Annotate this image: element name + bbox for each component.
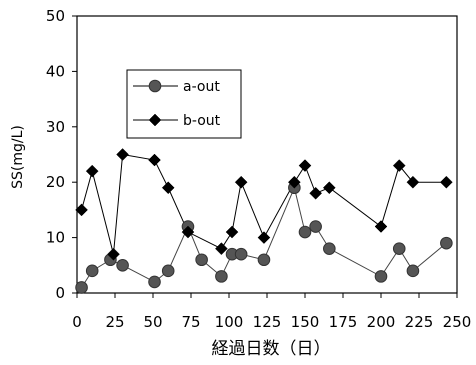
data-point-a-out <box>374 270 388 283</box>
data-point-b-out <box>406 175 420 189</box>
data-point-a-out <box>309 220 322 233</box>
y-axis-label: SS(mg/L) <box>10 125 26 189</box>
data-point-a-out <box>148 275 161 289</box>
data-point-b-out <box>215 242 228 256</box>
data-point-a-out <box>392 242 406 255</box>
y-tick-label: 30 <box>46 118 65 136</box>
data-point-a-out <box>116 259 129 272</box>
data-point-b-out <box>322 181 336 195</box>
data-point-a-out <box>323 242 336 255</box>
legend-label-a-out: a-out <box>183 79 220 95</box>
data-point-b-out <box>116 148 129 161</box>
x-tick-label: 25 <box>105 313 124 331</box>
legend-marker-a-out <box>148 79 162 93</box>
data-point-b-out <box>257 231 271 244</box>
x-tick-label: 50 <box>143 313 162 331</box>
data-point-a-out <box>298 225 312 239</box>
data-point-a-out <box>234 247 248 261</box>
y-tick-label: 0 <box>55 284 65 302</box>
x-tick-label: 175 <box>329 313 358 331</box>
data-point-a-out <box>257 253 271 267</box>
data-point-a-out <box>406 264 420 278</box>
data-point-b-out <box>288 175 301 189</box>
data-point-a-out <box>85 264 99 278</box>
x-tick-label: 250 <box>443 313 472 331</box>
data-point-b-out <box>392 159 406 172</box>
data-point-b-out <box>374 220 388 233</box>
data-point-b-out <box>75 203 88 217</box>
x-axis-label: 経過日数（日） <box>212 339 331 359</box>
legend-label-b-out: b-out <box>183 113 221 129</box>
y-tick-label: 50 <box>46 7 65 25</box>
x-tick-label: 150 <box>291 313 320 331</box>
x-tick-label: 125 <box>253 313 282 331</box>
y-tick-label: 40 <box>46 62 65 80</box>
data-point-a-out <box>440 236 453 250</box>
data-point-b-out <box>309 186 322 200</box>
data-point-b-out <box>225 225 239 239</box>
data-point-b-out <box>107 247 120 261</box>
legend-marker-b-out <box>148 113 162 127</box>
data-point-b-out <box>148 153 161 167</box>
x-tick-label: 225 <box>405 313 434 331</box>
legend-box <box>126 69 242 139</box>
y-tick-label: 20 <box>46 173 65 191</box>
data-point-a-out <box>161 264 175 278</box>
tick-marks <box>72 15 458 298</box>
y-tick-label: 10 <box>46 229 65 247</box>
data-point-a-out <box>215 270 228 283</box>
data-point-b-out <box>161 181 175 195</box>
data-point-b-out <box>181 225 195 239</box>
data-point-a-out <box>195 253 208 267</box>
x-tick-label: 100 <box>215 313 244 331</box>
x-tick-label: 0 <box>72 313 82 331</box>
data-point-b-out <box>298 159 312 172</box>
data-point-b-out <box>440 175 453 189</box>
legend: a-out b-out <box>126 69 242 139</box>
tick-labels: 0 10 20 30 40 50 0 25 50 75 100 125 150 175 200 225 250 <box>46 7 471 331</box>
data-point-a-out <box>75 281 88 294</box>
x-tick-label: 200 <box>367 313 396 331</box>
x-tick-label: 75 <box>181 313 200 331</box>
series-lines <box>81 153 447 288</box>
data-point-b-out <box>234 175 248 189</box>
data-point-b-out <box>85 164 99 178</box>
series-points <box>75 148 453 294</box>
